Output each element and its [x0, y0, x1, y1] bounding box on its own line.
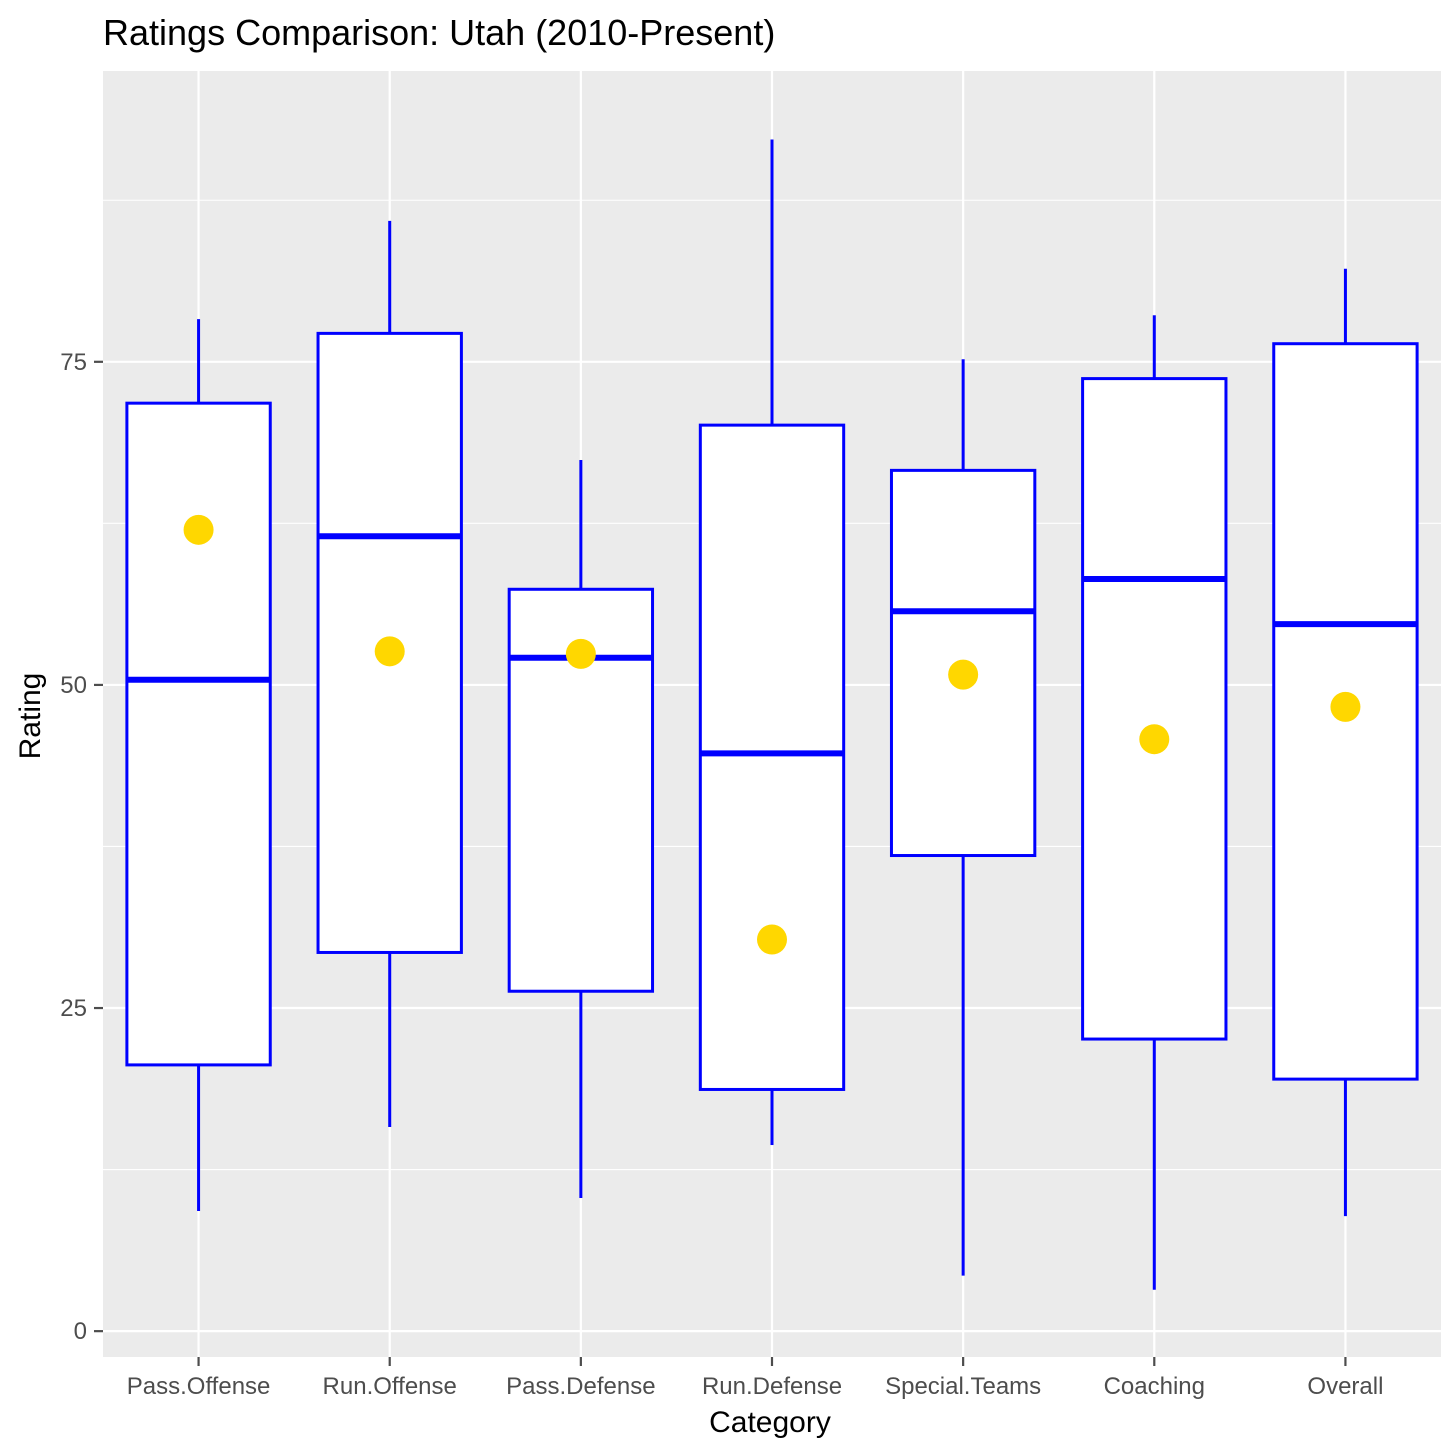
y-tick-label: 0 [74, 1318, 87, 1345]
box-pass-offense [125, 319, 272, 1211]
box-run-defense [698, 139, 846, 1146]
x-tick-label: Run.Offense [323, 1373, 457, 1400]
x-tick-label: Coaching [1104, 1373, 1205, 1400]
y-tick-label: 25 [60, 995, 87, 1022]
y-axis-title: Rating [14, 673, 47, 760]
current-rating-point [374, 636, 405, 667]
current-rating-point [757, 924, 787, 955]
box-special-teams [889, 359, 1037, 1276]
box-coaching [1081, 315, 1228, 1290]
x-tick-label: Special.Teams [885, 1373, 1041, 1400]
current-rating-point [565, 638, 596, 669]
x-tick-label: Run.Defense [702, 1373, 842, 1400]
boxes [125, 139, 1419, 1290]
box-overall [1272, 268, 1419, 1217]
current-rating-point [1139, 724, 1170, 755]
iqr-box [698, 423, 846, 1091]
y-tick-label: 75 [60, 349, 87, 376]
y-axis: 0 25 50 75 [60, 349, 103, 1345]
iqr-box [125, 401, 272, 1067]
current-rating-point [948, 659, 979, 690]
chart-title: Ratings Comparison: Utah (2010-Present) [103, 12, 775, 53]
current-rating-point [1330, 691, 1361, 722]
x-axis: Pass.Offense Run.Offense Pass.Defense Run.D… [127, 1357, 1383, 1400]
x-tick-label: Pass.Defense [506, 1373, 655, 1400]
box-pass-defense [507, 460, 655, 1199]
box-run-offense [316, 220, 463, 1127]
current-rating-point [183, 514, 214, 545]
iqr-box [1081, 377, 1228, 1041]
x-tick-label: Pass.Offense [127, 1373, 271, 1400]
x-tick-label: Overall [1307, 1373, 1383, 1400]
y-tick-label: 50 [60, 672, 87, 699]
x-axis-title: Category [709, 1406, 831, 1439]
